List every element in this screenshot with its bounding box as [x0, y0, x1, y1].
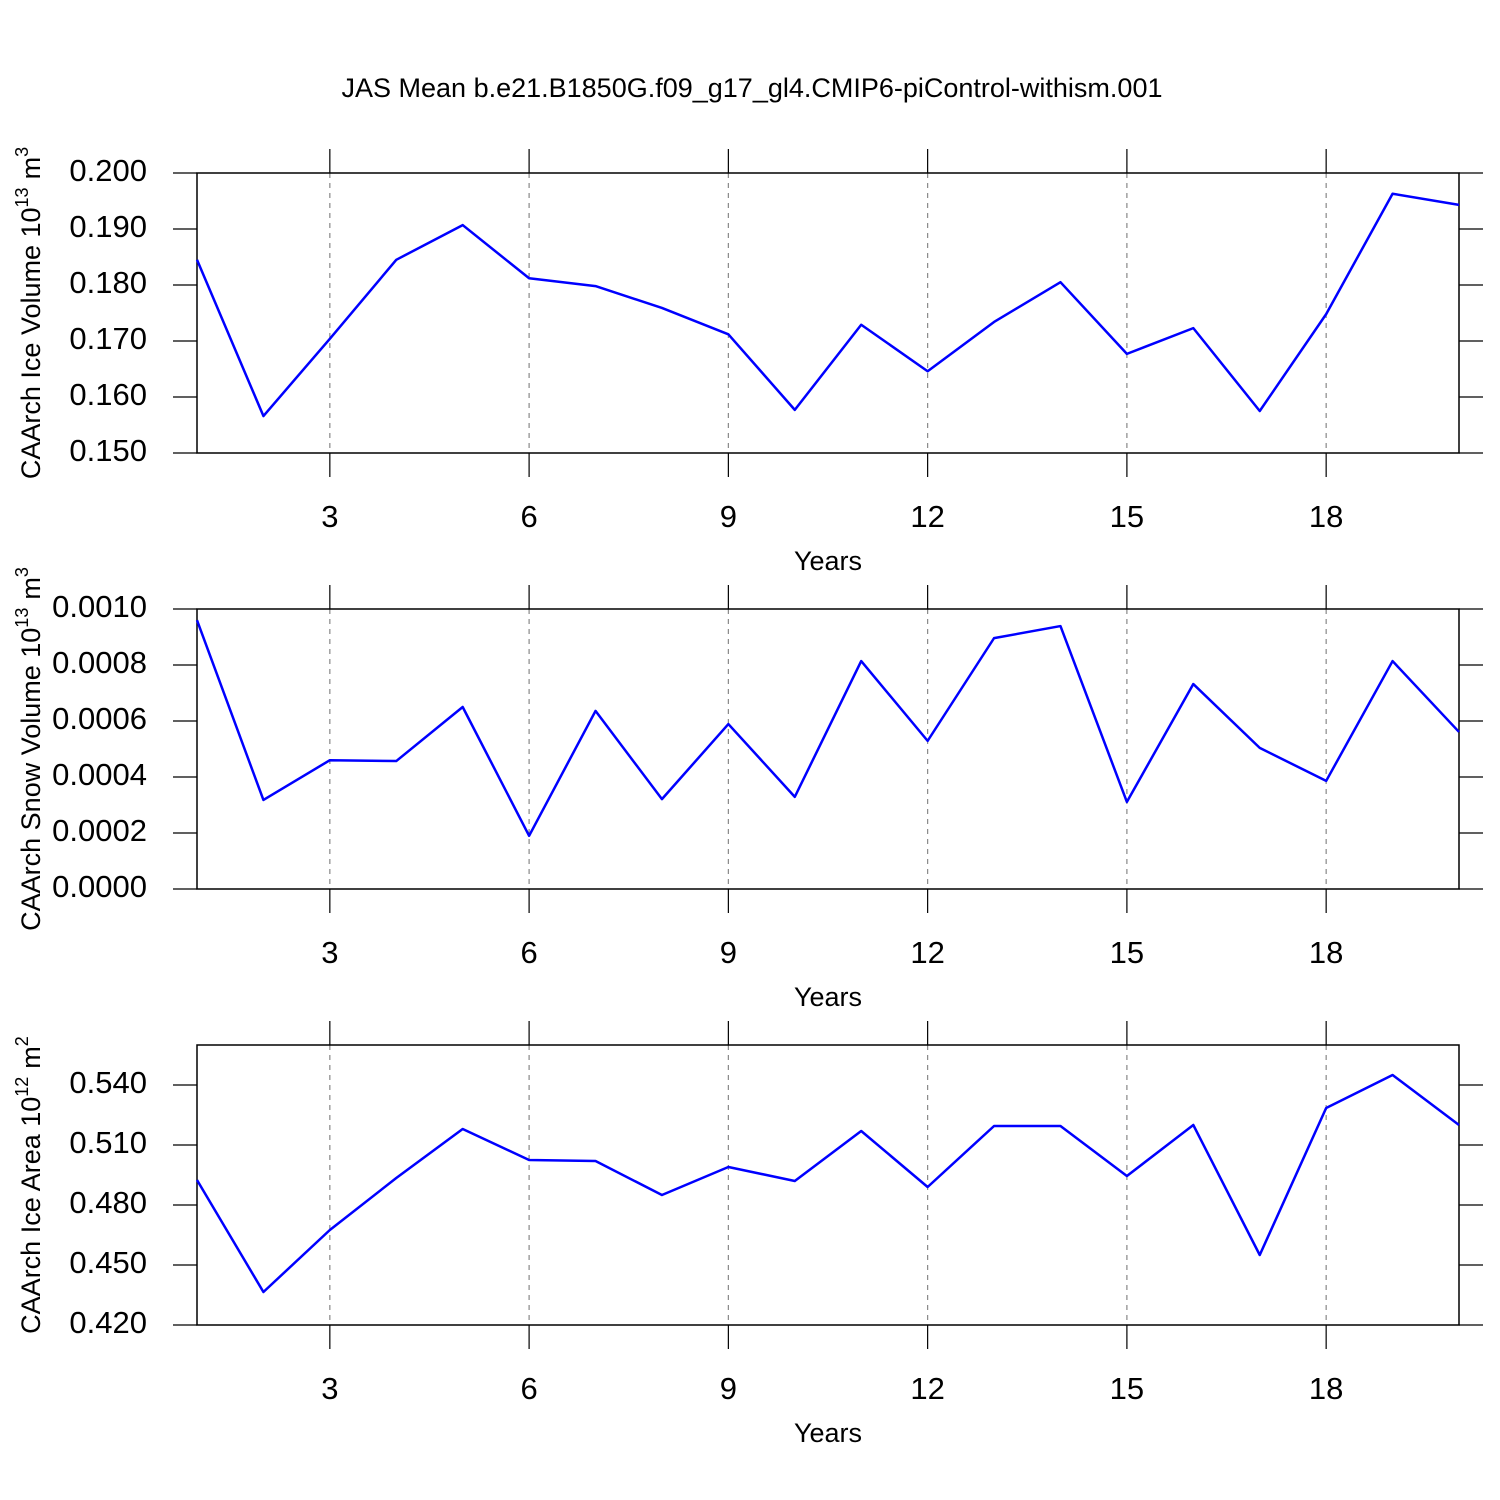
y-axis-title-part: 3 — [12, 567, 32, 577]
y-axis-title-part: 13 — [12, 608, 32, 628]
y-axis-title-part: 2 — [12, 1036, 32, 1046]
y-axis-title-part: 3 — [12, 147, 32, 157]
y-axis-title-part: m — [16, 157, 46, 180]
data-line — [195, 619, 1460, 838]
x-tick-label: 15 — [1110, 499, 1144, 534]
y-axis-title-part: CAArch Ice Volume 10 — [16, 207, 46, 479]
x-tick-label: 3 — [321, 1371, 338, 1406]
y-tick-label: 0.0004 — [52, 757, 147, 792]
y-axis-title-part: 13 — [12, 187, 32, 207]
y-tick-label: 0.420 — [69, 1305, 147, 1340]
data-line — [195, 1073, 1460, 1294]
y-tick-label: 0.0002 — [52, 813, 147, 848]
y-tick-label: 0.450 — [69, 1245, 147, 1280]
x-axis-title: Years — [794, 982, 862, 1012]
x-tick-label: 3 — [321, 935, 338, 970]
y-axis-title: CAArch Ice Area 1012 m2 — [12, 1036, 46, 1334]
plot-frame — [196, 608, 1460, 890]
x-tick-label: 15 — [1110, 935, 1144, 970]
x-tick-label: 6 — [520, 1371, 537, 1406]
y-axis-title-part: CAArch Snow Volume 10 — [16, 628, 46, 931]
y-axis-title-part: m — [16, 1046, 46, 1069]
x-tick-label: 18 — [1309, 935, 1343, 970]
y-tick-label: 0.150 — [69, 433, 147, 468]
y-tick-label: 0.510 — [69, 1125, 147, 1160]
plot-frame — [196, 1044, 1460, 1326]
x-tick-label: 12 — [910, 499, 944, 534]
y-axis-title-part: CAArch Ice Area 10 — [16, 1097, 46, 1334]
y-axis-title-part: 12 — [12, 1077, 32, 1097]
y-tick-label: 0.540 — [69, 1065, 147, 1100]
y-axis-title-part: m — [16, 577, 46, 600]
x-axis-title: Years — [794, 1418, 862, 1448]
x-tick-label: 9 — [720, 1371, 737, 1406]
x-tick-label: 12 — [910, 1371, 944, 1406]
y-tick-label: 0.190 — [69, 209, 147, 244]
y-tick-label: 0.170 — [69, 321, 147, 356]
x-tick-label: 18 — [1309, 499, 1343, 534]
y-axis-title: CAArch Snow Volume 1013 m3 — [12, 567, 46, 931]
chart-title: JAS Mean b.e21.B1850G.f09_g17_gl4.CMIP6-… — [342, 73, 1163, 103]
x-tick-label: 12 — [910, 935, 944, 970]
x-axis-title: Years — [794, 546, 862, 576]
x-tick-label: 15 — [1110, 1371, 1144, 1406]
x-tick-label: 3 — [321, 499, 338, 534]
y-tick-label: 0.200 — [69, 153, 147, 188]
x-tick-label: 9 — [720, 935, 737, 970]
y-tick-label: 0.0006 — [52, 701, 147, 736]
x-tick-label: 9 — [720, 499, 737, 534]
x-tick-label: 18 — [1309, 1371, 1343, 1406]
y-tick-label: 0.0008 — [52, 645, 147, 680]
y-tick-label: 0.0010 — [52, 589, 147, 624]
x-tick-label: 6 — [520, 935, 537, 970]
y-tick-label: 0.0000 — [52, 869, 147, 904]
y-tick-label: 0.160 — [69, 377, 147, 412]
y-axis-title: CAArch Ice Volume 1013 m3 — [12, 147, 46, 479]
x-tick-label: 6 — [520, 499, 537, 534]
y-tick-label: 0.480 — [69, 1185, 147, 1220]
data-line — [195, 192, 1460, 418]
y-tick-label: 0.180 — [69, 265, 147, 300]
plot-frame — [196, 172, 1460, 454]
